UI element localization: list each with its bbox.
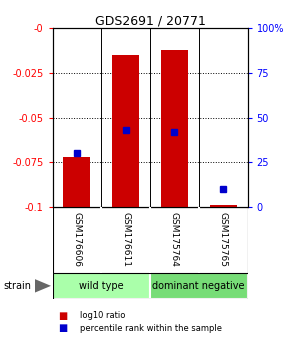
- Text: percentile rank within the sample: percentile rank within the sample: [80, 324, 221, 333]
- Bar: [161, 50, 188, 207]
- Text: GSM175765: GSM175765: [219, 212, 228, 267]
- Text: log10 ratio: log10 ratio: [80, 312, 125, 320]
- Text: ■: ■: [58, 311, 68, 321]
- Bar: [52, 273, 150, 299]
- Text: GSM175764: GSM175764: [170, 212, 179, 267]
- Text: GSM176611: GSM176611: [121, 212, 130, 267]
- Text: GSM176606: GSM176606: [72, 212, 81, 267]
- Text: strain: strain: [3, 281, 31, 291]
- Text: wild type: wild type: [79, 281, 124, 291]
- Bar: [210, 205, 236, 207]
- Polygon shape: [34, 279, 51, 293]
- Text: ■: ■: [58, 323, 68, 333]
- Text: dominant negative: dominant negative: [152, 281, 245, 291]
- Title: GDS2691 / 20771: GDS2691 / 20771: [94, 14, 206, 27]
- Bar: [112, 55, 139, 207]
- Bar: [64, 157, 90, 207]
- Bar: [150, 273, 248, 299]
